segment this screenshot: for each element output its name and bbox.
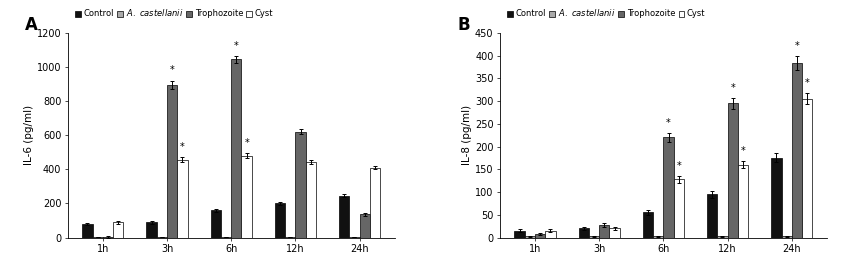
- Bar: [339, 196, 349, 238]
- Bar: [653, 236, 663, 238]
- Y-axis label: IL-6 (pg/ml): IL-6 (pg/ml): [24, 105, 34, 165]
- Bar: [211, 210, 221, 238]
- Bar: [663, 137, 674, 238]
- Text: A: A: [25, 16, 38, 34]
- Bar: [771, 158, 782, 238]
- Bar: [738, 165, 748, 238]
- Text: *: *: [794, 41, 799, 51]
- Bar: [177, 160, 187, 238]
- Text: *: *: [730, 83, 735, 93]
- Bar: [579, 229, 589, 238]
- Text: *: *: [180, 142, 185, 152]
- Bar: [285, 237, 295, 238]
- Bar: [674, 179, 684, 238]
- Text: *: *: [805, 78, 809, 88]
- Bar: [231, 59, 241, 238]
- Bar: [589, 236, 599, 238]
- Bar: [792, 63, 802, 238]
- Bar: [599, 225, 609, 238]
- Text: *: *: [234, 41, 239, 51]
- Bar: [295, 132, 306, 238]
- Legend: Control, $\it{A.\ castellanii}$, Trophozoite, Cyst: Control, $\it{A.\ castellanii}$, Trophoz…: [504, 4, 709, 22]
- Bar: [545, 231, 555, 238]
- Text: *: *: [244, 138, 249, 148]
- Bar: [157, 237, 167, 238]
- Bar: [643, 212, 653, 238]
- Bar: [609, 229, 619, 238]
- Text: *: *: [666, 118, 671, 128]
- Bar: [515, 231, 525, 238]
- Bar: [717, 236, 728, 238]
- Bar: [82, 224, 93, 238]
- Bar: [147, 222, 157, 238]
- Y-axis label: IL-8 (pg/ml): IL-8 (pg/ml): [462, 105, 472, 165]
- Bar: [241, 156, 252, 238]
- Bar: [360, 215, 370, 238]
- Bar: [93, 237, 103, 238]
- Bar: [349, 237, 360, 238]
- Text: *: *: [170, 66, 175, 75]
- Bar: [535, 234, 545, 238]
- Text: B: B: [457, 16, 470, 34]
- Bar: [707, 194, 717, 238]
- Bar: [306, 162, 316, 238]
- Legend: Control, $\it{A.\ castellanii}$, Trophozoite, Cyst: Control, $\it{A.\ castellanii}$, Trophoz…: [72, 4, 277, 22]
- Text: *: *: [741, 146, 745, 156]
- Bar: [103, 237, 113, 238]
- Bar: [728, 103, 738, 238]
- Bar: [167, 85, 177, 238]
- Bar: [525, 236, 535, 238]
- Bar: [221, 237, 231, 238]
- Bar: [275, 203, 285, 238]
- Text: *: *: [676, 161, 681, 171]
- Bar: [113, 222, 123, 238]
- Bar: [802, 99, 813, 238]
- Bar: [370, 168, 380, 238]
- Bar: [782, 236, 792, 238]
